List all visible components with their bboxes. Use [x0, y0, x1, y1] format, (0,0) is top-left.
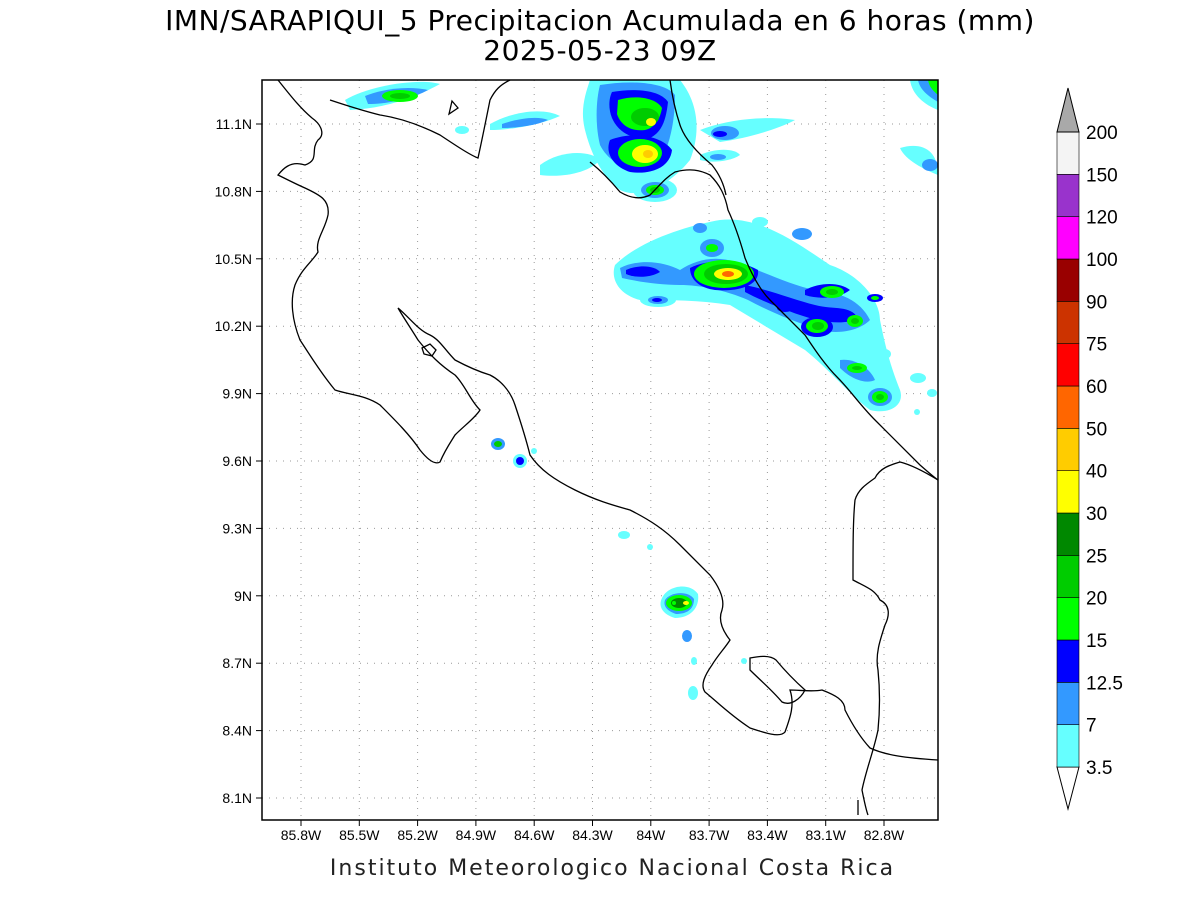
- lat-label: 10.8N: [215, 183, 252, 199]
- colorbar-label: 20: [1086, 589, 1107, 610]
- colorbar-label: 120: [1086, 208, 1118, 229]
- colorbar-swatch: [1056, 174, 1080, 217]
- precipitation-areas: [345, 80, 938, 700]
- lon-label: 84.3W: [572, 827, 613, 843]
- colorbar-swatch: [1056, 385, 1080, 429]
- colorbar-label: 75: [1086, 335, 1107, 356]
- colorbar-label: 30: [1086, 504, 1107, 525]
- colorbar-label: 12.5: [1086, 673, 1123, 694]
- footer-credit: Instituto Meteorologico Nacional Costa R…: [329, 856, 896, 881]
- colorbar-label: 60: [1086, 377, 1107, 398]
- lat-label: 11.1N: [216, 116, 252, 132]
- latitude-labels: 11.1N 10.8N 10.5N 10.2N 9.9N 9.6N 9.3N 9N 8.7N 8.…: [215, 116, 262, 806]
- lat-label: 10.5N: [215, 251, 252, 267]
- lat-label: 10.2N: [215, 318, 252, 334]
- colorbar-label: 150: [1086, 165, 1118, 186]
- colorbar-swatch: [1056, 343, 1080, 387]
- colorbar-swatch: [1056, 216, 1080, 260]
- lat-lon-grid: [262, 80, 938, 820]
- longitude-labels: 85.8W 85.5W 85.2W 84.9W 84.6W 84.3W 84W 83.7W 83…: [281, 820, 905, 843]
- colorbar-label: 200: [1086, 123, 1118, 144]
- colorbar-swatch: [1056, 639, 1080, 683]
- lat-label: 8.7N: [222, 655, 252, 671]
- colorbar-swatch: [1056, 301, 1080, 344]
- lat-label: 9N: [234, 588, 252, 604]
- lon-label: 83.1W: [805, 827, 846, 843]
- lon-label: 83.4W: [747, 827, 788, 843]
- colorbar-swatch: [1056, 555, 1080, 598]
- lon-label: 84W: [636, 827, 666, 843]
- colorbar-label: 15: [1086, 631, 1107, 652]
- colorbar-swatch: [1056, 258, 1080, 302]
- colorbar-swatch: [1056, 131, 1080, 175]
- lat-label: 8.1N: [222, 790, 252, 806]
- colorbar-label: 25: [1086, 546, 1107, 567]
- colorbar-swatch: [1056, 512, 1080, 556]
- colorbar-swatch: [1056, 428, 1080, 471]
- lat-label: 9.9N: [222, 386, 252, 402]
- colorbar-swatch: [1056, 470, 1080, 514]
- lat-label: 9.6N: [222, 453, 252, 469]
- colorbar-max-arrow: [1056, 87, 1080, 133]
- colorbar-label: 100: [1086, 250, 1118, 271]
- lon-label: 85.8W: [281, 827, 322, 843]
- colorbar-label: 40: [1086, 462, 1107, 483]
- colorbar-min-arrow: [1056, 766, 1080, 811]
- lon-label: 83.7W: [689, 827, 730, 843]
- lon-label: 85.2W: [397, 827, 438, 843]
- map-timestamp: 2025-05-23 09Z: [483, 34, 717, 67]
- lon-label: 84.9W: [456, 827, 497, 843]
- map-title: IMN/SARAPIQUI_5 Precipitacion Acumulada …: [165, 4, 1035, 37]
- lon-label: 82.8W: [864, 827, 905, 843]
- lat-label: 9.3N: [222, 520, 252, 536]
- colorbar-label: 90: [1086, 292, 1107, 313]
- map-frame: [261, 79, 939, 821]
- colorbar-swatch: [1056, 597, 1080, 641]
- colorbar-label: 50: [1086, 419, 1107, 440]
- lat-label: 8.4N: [222, 723, 252, 739]
- colorbar-swatch: [1056, 682, 1080, 725]
- colorbar-swatch: [1056, 724, 1080, 768]
- lon-label: 84.6W: [514, 827, 555, 843]
- colorbar-label: 7: [1086, 716, 1097, 737]
- colorbar-label: 3.5: [1086, 758, 1112, 779]
- coastline: [276, 79, 939, 816]
- lon-label: 85.5W: [339, 827, 380, 843]
- colorbar-legend: 3.5 7 12.5 15 20 25 30 40 50 60 75 90 100 120 150 200: [1056, 87, 1123, 811]
